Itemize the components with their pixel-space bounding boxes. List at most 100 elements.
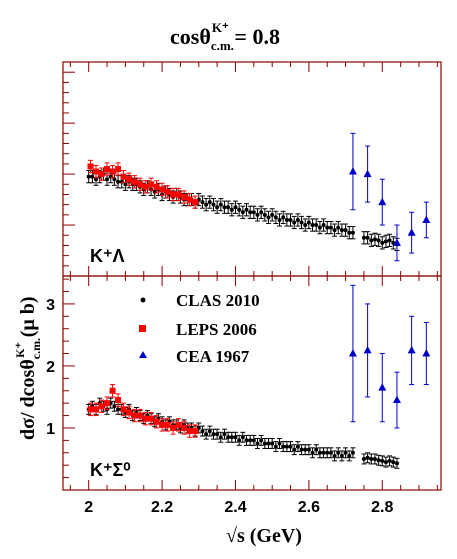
data-point [229, 207, 234, 212]
data-point [181, 424, 188, 431]
data-point [378, 197, 387, 206]
data-point [380, 240, 385, 245]
data-point [288, 217, 293, 222]
data-point [153, 183, 160, 190]
data-point [115, 166, 122, 172]
data-point [131, 412, 138, 419]
data-point [94, 177, 99, 182]
data-point [273, 444, 278, 449]
data-point [270, 441, 275, 446]
data-point [105, 177, 110, 182]
data-point [363, 169, 372, 178]
data-point [251, 438, 256, 443]
data-point [170, 424, 177, 431]
data-point [126, 176, 133, 183]
data-point [376, 238, 381, 243]
data-point [336, 225, 341, 230]
data-point [104, 166, 111, 172]
data-point [244, 438, 249, 443]
data-point [347, 230, 352, 235]
data-point [116, 179, 121, 184]
legend-marker-clas [140, 297, 146, 303]
data-point [288, 444, 293, 449]
data-point [339, 228, 344, 233]
data-point [343, 228, 348, 233]
data-point [120, 173, 127, 180]
data-point [233, 205, 238, 210]
data-point [273, 215, 278, 220]
data-point [262, 441, 267, 446]
data-point [281, 444, 286, 449]
data-point [207, 200, 212, 205]
data-point [347, 453, 352, 458]
data-point [112, 177, 117, 182]
data-point [259, 210, 264, 215]
data-point [237, 438, 242, 443]
y-tick-label: 2 [46, 359, 55, 376]
data-point [153, 418, 160, 425]
data-point [159, 186, 166, 193]
data-point [299, 447, 304, 452]
data-point [259, 438, 264, 443]
data-point [123, 182, 128, 187]
data-point [248, 438, 253, 443]
data-point [93, 168, 100, 175]
data-point [226, 205, 231, 210]
data-point [218, 435, 223, 440]
data-point [262, 212, 267, 217]
data-point [391, 460, 396, 465]
data-point [277, 441, 282, 446]
data-point [369, 456, 374, 461]
data-point [226, 435, 231, 440]
data-point [181, 194, 188, 201]
legend-marker-leps [139, 325, 146, 332]
data-point [142, 183, 149, 190]
data-point [295, 217, 300, 222]
data-point [317, 450, 322, 455]
data-point [170, 191, 177, 198]
data-point [350, 450, 355, 455]
data-point [372, 456, 377, 461]
data-point [116, 407, 121, 412]
series-leps-2006 [87, 159, 199, 209]
data-point [310, 450, 315, 455]
data-point [361, 456, 366, 461]
panel-k-lambda: K⁺Λ [62, 61, 442, 277]
data-point [229, 435, 234, 440]
data-point [306, 447, 311, 452]
x-tick-label: 2.4 [224, 499, 246, 516]
data-point [126, 409, 133, 416]
data-point [284, 217, 289, 222]
data-point [266, 441, 271, 446]
data-point [109, 168, 116, 175]
data-point [332, 228, 337, 233]
y-tick-label: 1 [46, 421, 55, 438]
legend: CLAS 2010 LEPS 2006 CEA 1967 [139, 291, 260, 366]
data-point [383, 239, 388, 244]
data-point [248, 210, 253, 215]
data-point [372, 237, 377, 242]
x-tick-label: 2.6 [298, 499, 320, 516]
data-point [200, 200, 205, 205]
data-point [207, 429, 212, 434]
data-point [328, 225, 333, 230]
data-point [137, 181, 144, 188]
data-point [115, 397, 122, 404]
data-point [109, 387, 116, 394]
data-point [332, 453, 337, 458]
data-point [277, 217, 282, 222]
data-point [365, 455, 370, 460]
data-point [112, 404, 117, 409]
data-point [192, 428, 199, 435]
data-point [321, 450, 326, 455]
data-point [394, 461, 399, 466]
y-axis-label: dσ/ dcosθc.m.K⁺ (μ b) [13, 296, 43, 440]
series-cea-1967 [348, 132, 431, 262]
data-point [365, 235, 370, 240]
data-point [164, 188, 171, 195]
data-point [407, 228, 416, 236]
data-point [266, 215, 271, 220]
data-point [218, 202, 223, 207]
panel-frame [62, 275, 442, 491]
data-point [325, 450, 330, 455]
